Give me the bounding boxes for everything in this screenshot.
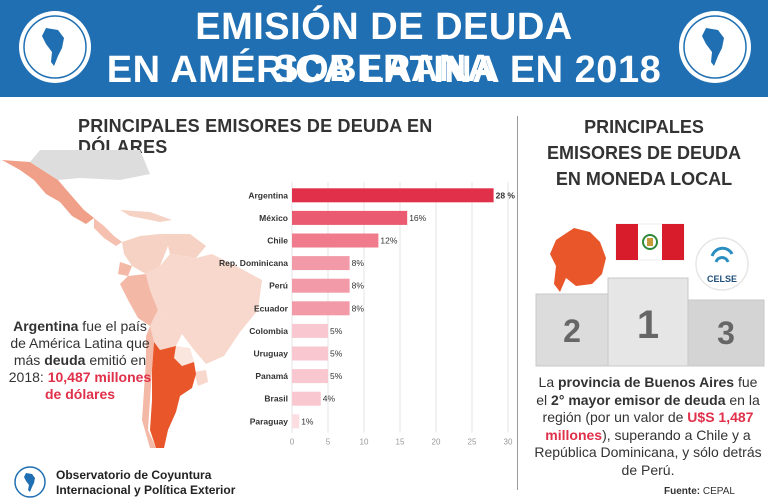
x-tick-label: 0 — [290, 438, 295, 447]
buenos-aires-province-icon — [550, 228, 606, 292]
category-label: Paraguay — [250, 416, 289, 426]
podium-first-label: 1 — [637, 303, 659, 347]
x-tick-label: 10 — [360, 438, 369, 447]
map-colombia — [122, 234, 168, 274]
map-chile — [142, 326, 156, 448]
bar — [292, 256, 350, 271]
value-label: 8% — [352, 281, 365, 291]
header-banner: EMISIÓN DE DEUDA SOBERANA EN AMÉRICA LAT… — [0, 0, 768, 97]
source-value: CEPAL — [702, 486, 735, 497]
observatory-logo-icon — [679, 11, 751, 83]
map-bolivia — [150, 310, 182, 350]
bar — [292, 323, 328, 338]
podium-third-label: 3 — [717, 315, 735, 351]
source-label: Fuente: — [664, 486, 701, 497]
map-argentina — [150, 342, 196, 448]
argentina-note-bold2: deuda — [44, 352, 86, 368]
category-label: Ecuador — [254, 303, 289, 313]
argentina-note-highlight: 10,487 millones de dólares — [44, 369, 152, 402]
x-tick-label: 30 — [504, 438, 513, 447]
ba-note-highlight: U$S 1,487 millones — [545, 409, 754, 443]
podium-block-second — [535, 293, 609, 367]
bar — [292, 369, 328, 384]
peru-flag-icon — [615, 223, 685, 261]
map-uruguay — [194, 370, 208, 386]
x-tick-label: 20 — [432, 438, 441, 447]
argentina-note: Argentina fue el país de América Latina … — [4, 318, 156, 403]
value-label: 12% — [380, 236, 397, 246]
right-section-title: PRINCIPALES EMISORES DE DEUDA EN MONEDA … — [528, 114, 760, 192]
argentina-note-text1: fue el país de América Latina que más — [10, 318, 150, 368]
footer-org-line2: Internacional y Política Exterior — [56, 483, 236, 497]
value-label: 4% — [323, 394, 336, 404]
page-title-line1: EMISIÓN DE DEUDA SOBERANA — [195, 6, 573, 90]
right-title-line3: EN MONEDA LOCAL — [555, 169, 733, 189]
category-label: Brasil — [264, 394, 288, 404]
observatory-logo-icon — [19, 11, 91, 83]
category-label: Colombia — [249, 326, 288, 336]
category-label: Chile — [267, 236, 288, 246]
argentina-note-text2: emitió en 2018: — [8, 352, 147, 385]
right-title-line1: PRINCIPALES — [584, 117, 704, 137]
category-label: Uruguay — [254, 349, 289, 359]
page-title-line2: EN AMÉRICA LATINA EN 2018 — [106, 49, 662, 91]
bar — [292, 188, 494, 203]
x-tick-label: 5 — [326, 438, 331, 447]
x-tick-label: 25 — [468, 438, 477, 447]
value-label: 16% — [409, 213, 426, 223]
argentina-note-bold1: Argentina — [13, 318, 79, 334]
ba-note-text3: en la región (por un valor de — [542, 391, 760, 426]
celse-label: CELSE — [707, 274, 737, 284]
map-venezuela — [160, 234, 206, 258]
map-brazil — [146, 254, 262, 364]
map-central-america — [94, 218, 122, 246]
bar — [292, 233, 379, 248]
podium-graphic: CELSE 2 1 3 — [535, 223, 765, 367]
category-label: Perú — [269, 281, 288, 291]
category-label: Argentina — [248, 190, 288, 200]
right-title-line2: EMISORES DE DEUDA — [546, 143, 742, 163]
footer-org-line1: Observatorio de Coyuntura — [56, 468, 212, 482]
bar — [292, 210, 408, 225]
category-label: México — [259, 213, 288, 223]
bar — [292, 414, 300, 429]
footer-observatory-logo-icon — [14, 466, 46, 498]
ba-note-text4: ), superando a Chile y a República Domin… — [534, 426, 762, 478]
map-paraguay — [174, 346, 194, 366]
x-tick-label: 15 — [396, 438, 405, 447]
value-label: 28 % — [496, 190, 516, 200]
bar — [292, 301, 350, 316]
buenos-aires-note: La provincia de Buenos Aires fue el 2° m… — [532, 374, 764, 479]
podium-block-first — [607, 277, 689, 367]
bar — [292, 391, 321, 406]
ba-note-bold2: 2° mayor emisor de deuda — [551, 391, 726, 408]
map-ecuador — [118, 262, 132, 276]
value-label: 8% — [352, 258, 365, 268]
section-divider — [517, 116, 518, 490]
ba-note-text2: fue el — [536, 374, 758, 408]
bar — [292, 278, 350, 293]
map-mexico — [2, 160, 94, 224]
map-caribbean — [120, 210, 172, 222]
footer-org-name: Observatorio de Coyuntura Internacional … — [56, 468, 235, 498]
map-usa — [30, 150, 150, 180]
value-label: 8% — [352, 303, 365, 313]
value-label: 5% — [330, 371, 343, 381]
ba-note-bold1: provincia de Buenos Aires — [558, 374, 735, 390]
latin-america-map — [2, 150, 262, 448]
bar — [292, 346, 328, 361]
value-label: 5% — [330, 326, 343, 336]
value-label: 5% — [330, 349, 343, 359]
ba-note-text1: La — [538, 374, 558, 390]
source-note: Fuente: CEPAL — [664, 486, 735, 497]
map-peru — [120, 274, 158, 326]
category-label: Panamá — [255, 371, 288, 381]
category-label: Rep. Dominicana — [219, 258, 288, 268]
podium-block-third — [687, 299, 765, 367]
podium-second-label: 2 — [563, 313, 581, 349]
value-label: 1% — [301, 416, 314, 426]
celse-logo-icon: CELSE — [695, 237, 749, 291]
bar-chart: 0 5 10 15 20 25 30 Argentina 28 % México 16% Chile 1… — [219, 182, 516, 447]
